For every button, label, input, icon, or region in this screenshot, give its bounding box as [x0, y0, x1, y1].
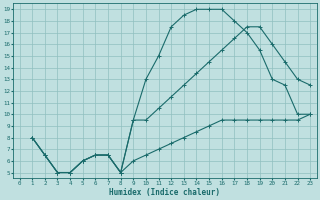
X-axis label: Humidex (Indice chaleur): Humidex (Indice chaleur) [109, 188, 220, 197]
